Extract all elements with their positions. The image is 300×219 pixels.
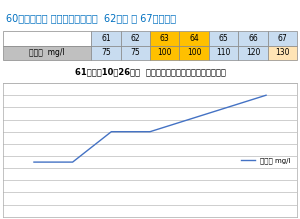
硝酸塩 mg/l [71, 161, 74, 163]
硝酸塩 mg/l [187, 118, 190, 121]
Text: 60センチ水槽 硝酸塩濃度の推移  62日目 〜 67日目まで: 60センチ水槽 硝酸塩濃度の推移 62日目 〜 67日目まで [6, 13, 176, 23]
Legend: 硝酸塩 mg/l: 硝酸塩 mg/l [238, 155, 293, 167]
Text: 61日目（10月26日）  すべてのマツモを取り出しました。: 61日目（10月26日） すべてのマツモを取り出しました。 [75, 67, 225, 76]
硝酸塩 mg/l [264, 94, 268, 97]
硝酸塩 mg/l [110, 130, 113, 133]
硝酸塩 mg/l [226, 106, 229, 109]
硝酸塩 mg/l [32, 161, 36, 163]
硝酸塩 mg/l [148, 130, 152, 133]
Line: 硝酸塩 mg/l: 硝酸塩 mg/l [34, 95, 266, 162]
